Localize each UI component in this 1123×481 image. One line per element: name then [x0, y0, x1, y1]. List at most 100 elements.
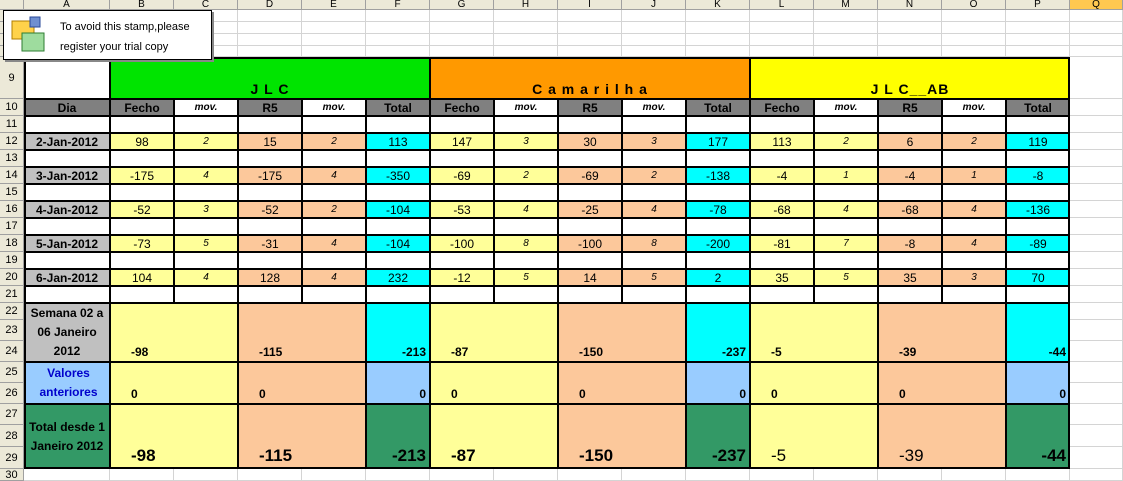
mov-cell[interactable]: 2: [942, 133, 1006, 150]
empty-cell[interactable]: [878, 46, 942, 57]
empty-cell[interactable]: [558, 218, 622, 235]
mov-header[interactable]: mov.: [494, 99, 558, 116]
empty-cell[interactable]: [302, 252, 366, 269]
empty-cell[interactable]: [1070, 22, 1123, 34]
empty-cell[interactable]: [302, 46, 366, 57]
empty-cell[interactable]: [686, 46, 750, 57]
value-cell[interactable]: -73: [110, 235, 174, 252]
empty-cell[interactable]: [1070, 341, 1123, 362]
empty-cell[interactable]: [430, 34, 494, 46]
summary-value-cell[interactable]: -87: [430, 404, 558, 469]
empty-cell[interactable]: [750, 286, 814, 303]
empty-cell[interactable]: [750, 252, 814, 269]
empty-cell[interactable]: [814, 22, 878, 34]
row-header-14[interactable]: 14: [0, 167, 24, 184]
empty-cell[interactable]: [430, 22, 494, 34]
mov-cell[interactable]: 1: [814, 167, 878, 184]
empty-cell[interactable]: [24, 184, 110, 201]
value-cell[interactable]: -53: [430, 201, 494, 218]
summary-total-cell[interactable]: -237: [686, 404, 750, 469]
empty-cell[interactable]: [1006, 34, 1070, 46]
mov-cell[interactable]: 2: [622, 167, 686, 184]
column-label-header[interactable]: Fecho: [110, 99, 174, 116]
empty-cell[interactable]: [558, 184, 622, 201]
empty-cell[interactable]: [1006, 150, 1070, 167]
mov-cell[interactable]: 8: [494, 235, 558, 252]
mov-cell[interactable]: 4: [174, 269, 238, 286]
empty-cell[interactable]: [1070, 252, 1123, 269]
value-cell[interactable]: 128: [238, 269, 302, 286]
total-cell[interactable]: 70: [1006, 269, 1070, 286]
empty-cell[interactable]: [686, 184, 750, 201]
value-cell[interactable]: 30: [558, 133, 622, 150]
empty-cell[interactable]: [494, 116, 558, 133]
column-header-k[interactable]: K: [686, 0, 750, 10]
empty-cell[interactable]: [430, 150, 494, 167]
mov-cell[interactable]: 3: [174, 201, 238, 218]
value-cell[interactable]: 15: [238, 133, 302, 150]
empty-cell[interactable]: [558, 286, 622, 303]
empty-cell[interactable]: [878, 10, 942, 22]
row-header-22[interactable]: 22: [0, 303, 24, 320]
empty-cell[interactable]: [430, 469, 494, 481]
empty-cell[interactable]: [302, 218, 366, 235]
total-cell[interactable]: -104: [366, 201, 430, 218]
empty-cell[interactable]: [366, 184, 430, 201]
mov-cell[interactable]: 1: [942, 167, 1006, 184]
summary-total-cell[interactable]: -213: [366, 303, 430, 362]
mov-cell[interactable]: 4: [622, 201, 686, 218]
empty-cell[interactable]: [1006, 469, 1070, 481]
empty-cell[interactable]: [494, 34, 558, 46]
empty-cell[interactable]: [1070, 167, 1123, 184]
empty-cell[interactable]: [238, 218, 302, 235]
empty-cell[interactable]: [942, 218, 1006, 235]
summary-value-cell[interactable]: 0: [430, 362, 558, 404]
empty-cell[interactable]: [1006, 252, 1070, 269]
empty-cell[interactable]: [750, 218, 814, 235]
row-header-9[interactable]: 9: [0, 57, 24, 99]
value-cell[interactable]: -12: [430, 269, 494, 286]
empty-cell[interactable]: [494, 22, 558, 34]
total-cell[interactable]: -138: [686, 167, 750, 184]
summary-total-cell[interactable]: -44: [1006, 303, 1070, 362]
empty-cell[interactable]: [878, 34, 942, 46]
empty-cell[interactable]: [1070, 201, 1123, 218]
value-cell[interactable]: 35: [750, 269, 814, 286]
empty-cell[interactable]: [1070, 425, 1123, 447]
empty-cell[interactable]: [878, 252, 942, 269]
summary-value-cell[interactable]: -150: [558, 404, 686, 469]
empty-cell[interactable]: [302, 150, 366, 167]
empty-cell[interactable]: [24, 252, 110, 269]
empty-cell[interactable]: [558, 34, 622, 46]
column-label-header[interactable]: R5: [238, 99, 302, 116]
empty-cell[interactable]: [238, 34, 302, 46]
empty-cell[interactable]: [174, 184, 238, 201]
empty-cell[interactable]: [238, 116, 302, 133]
dia-header-blank[interactable]: [24, 57, 110, 99]
empty-cell[interactable]: [558, 116, 622, 133]
dia-header[interactable]: Dia: [24, 99, 110, 116]
empty-cell[interactable]: [494, 252, 558, 269]
row-header-19[interactable]: 19: [0, 252, 24, 269]
empty-cell[interactable]: [238, 469, 302, 481]
empty-cell[interactable]: [942, 116, 1006, 133]
empty-cell[interactable]: [942, 46, 1006, 57]
row-header-28[interactable]: 28: [0, 425, 24, 447]
mov-cell[interactable]: 2: [174, 133, 238, 150]
empty-cell[interactable]: [366, 218, 430, 235]
empty-cell[interactable]: [1006, 22, 1070, 34]
value-cell[interactable]: -4: [878, 167, 942, 184]
empty-cell[interactable]: [1070, 218, 1123, 235]
empty-cell[interactable]: [1070, 447, 1123, 469]
empty-cell[interactable]: [1006, 286, 1070, 303]
mov-cell[interactable]: 5: [494, 269, 558, 286]
empty-cell[interactable]: [686, 116, 750, 133]
mov-cell[interactable]: 4: [302, 167, 366, 184]
empty-cell[interactable]: [110, 184, 174, 201]
empty-cell[interactable]: [238, 150, 302, 167]
empty-cell[interactable]: [366, 46, 430, 57]
mov-cell[interactable]: 3: [942, 269, 1006, 286]
summary-total-cell[interactable]: 0: [366, 362, 430, 404]
empty-cell[interactable]: [1006, 10, 1070, 22]
summary-label-semana[interactable]: Semana 02 a 06 Janeiro 2012: [24, 303, 110, 362]
